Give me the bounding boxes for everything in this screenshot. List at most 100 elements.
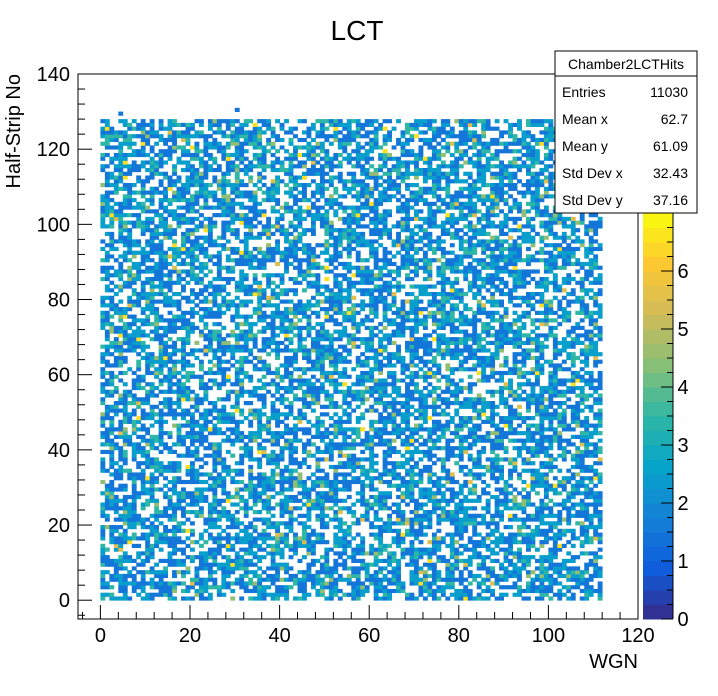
heatmap-cell [248, 329, 254, 334]
heatmap-cell [319, 498, 325, 503]
heatmap-cell [284, 498, 289, 503]
heatmap-cell [190, 322, 195, 327]
heatmap-cell [369, 303, 375, 308]
heatmap-cell [279, 521, 285, 526]
heatmap-cell [203, 190, 209, 195]
heatmap-cell [167, 588, 173, 594]
heatmap-cell [109, 156, 115, 161]
heatmap-cell [261, 423, 267, 428]
heatmap-cell [315, 276, 321, 282]
heatmap-cell [302, 352, 307, 357]
heatmap-cell [207, 205, 213, 210]
heatmap-cell [154, 506, 160, 511]
heatmap-cell [248, 284, 254, 289]
heatmap-cell [163, 446, 168, 451]
heatmap-cell [337, 588, 343, 594]
heatmap-cell [369, 239, 375, 244]
heatmap-cell [369, 340, 375, 346]
heatmap-cell [122, 134, 128, 139]
heatmap-cell [324, 246, 330, 252]
heatmap-cell [234, 325, 240, 330]
heatmap-cell [176, 491, 182, 496]
heatmap-cell [122, 461, 128, 466]
heatmap-cell [190, 167, 195, 173]
heatmap-cell [293, 397, 298, 402]
heatmap-cell [149, 250, 155, 255]
heatmap-cell [337, 152, 343, 158]
heatmap-cell [333, 427, 339, 432]
heatmap-cell [319, 344, 325, 349]
heatmap-cell [158, 258, 164, 263]
heatmap-cell [212, 408, 218, 413]
heatmap-cell [261, 401, 267, 406]
heatmap-cell [252, 183, 258, 188]
heatmap-cell [346, 510, 352, 515]
heatmap-cell [185, 254, 191, 259]
heatmap-cell [221, 194, 227, 199]
heatmap-cell [176, 453, 182, 458]
heatmap-cell [342, 461, 348, 466]
heatmap-cell [337, 573, 343, 579]
heatmap-cell [337, 521, 343, 526]
heatmap-cell [324, 258, 330, 263]
heatmap-cell [355, 359, 361, 364]
heatmap-cell [136, 374, 142, 379]
heatmap-cell [203, 528, 209, 533]
heatmap-cell [333, 137, 339, 143]
heatmap-cell [100, 502, 106, 507]
heatmap-cell [364, 156, 370, 161]
heatmap-cell [230, 119, 236, 124]
heatmap-cell [131, 423, 137, 428]
heatmap-cell [149, 190, 155, 195]
heatmap-cell [181, 261, 186, 267]
heatmap-cell [216, 449, 222, 455]
heatmap-cell [266, 427, 272, 432]
heatmap-cell [306, 198, 312, 203]
heatmap-cell [369, 276, 375, 282]
heatmap-cell [257, 461, 263, 466]
heatmap-cell [239, 479, 245, 485]
heatmap-cell [163, 250, 168, 255]
heatmap-cell [203, 370, 209, 376]
heatmap-cell [176, 292, 182, 297]
heatmap-cell [109, 585, 115, 590]
heatmap-cell [360, 276, 366, 282]
heatmap-cell [266, 299, 272, 304]
heatmap-cell [239, 149, 245, 154]
heatmap-cell [302, 382, 307, 387]
heatmap-cell [194, 434, 200, 439]
heatmap-cell [154, 517, 160, 522]
heatmap-cell [149, 382, 155, 387]
heatmap-cell [297, 408, 303, 413]
heatmap-cell [190, 239, 195, 244]
heatmap-cell [122, 137, 128, 143]
heatmap-cell [378, 126, 384, 131]
heatmap-cell [118, 171, 124, 176]
heatmap-cell [127, 419, 133, 424]
heatmap-cell [270, 224, 276, 229]
heatmap-cell [310, 453, 316, 458]
heatmap-cell [104, 190, 110, 195]
heatmap-cell [131, 198, 137, 203]
heatmap-cell [163, 588, 168, 594]
heatmap-cell [203, 164, 209, 169]
heatmap-cell [346, 374, 352, 379]
heatmap-cell [239, 412, 245, 417]
heatmap-cell [297, 273, 303, 278]
heatmap-cell [100, 205, 106, 210]
heatmap-cell [154, 213, 160, 218]
heatmap-cell [333, 235, 339, 240]
heatmap-cell [185, 359, 191, 364]
heatmap-cell [140, 570, 146, 575]
heatmap-cell [140, 453, 146, 458]
heatmap-cell [136, 472, 142, 477]
heatmap-cell [140, 205, 146, 210]
heatmap-cell [198, 363, 204, 368]
heatmap-cell [167, 540, 173, 545]
heatmap-cell [369, 577, 375, 582]
heatmap-cell [118, 273, 124, 278]
heatmap-cell [127, 314, 133, 319]
heatmap-cell [221, 528, 227, 533]
heatmap-cell [310, 280, 316, 285]
heatmap-cell [221, 119, 227, 124]
